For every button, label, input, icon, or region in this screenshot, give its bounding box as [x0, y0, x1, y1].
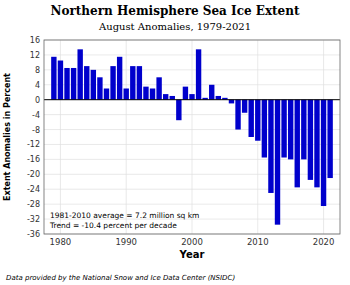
bar	[77, 49, 82, 99]
bar	[262, 100, 267, 158]
plot-frame	[44, 40, 340, 234]
bar	[124, 89, 129, 100]
y-tick-label: -4	[32, 111, 40, 120]
x-tick-label: 2000	[181, 237, 203, 247]
x-tick-label: 2020	[313, 237, 335, 247]
footer: Data provided by the National Snow and I…	[6, 274, 235, 282]
y-tick-label: -32	[27, 215, 40, 224]
y-tick-label: -12	[27, 140, 40, 149]
bar	[196, 49, 201, 99]
bar	[84, 66, 89, 100]
bar	[288, 100, 293, 160]
bar	[189, 94, 194, 100]
x-grid-line	[192, 40, 193, 234]
y-grid-line	[44, 99, 340, 100]
bar	[229, 100, 234, 104]
bar	[235, 100, 240, 130]
bar	[242, 100, 247, 113]
x-tick-label: 2010	[247, 237, 269, 247]
bar	[183, 87, 188, 100]
bar	[295, 100, 300, 188]
y-tick-label: -8	[32, 126, 40, 135]
bar	[51, 57, 56, 100]
bar	[314, 100, 319, 188]
y-tick-label: 16	[30, 36, 40, 45]
bar	[97, 77, 102, 99]
y-tick-label: -24	[27, 185, 40, 194]
y-axis-label: Extent Anomalies in Percent	[3, 73, 12, 201]
bar	[117, 57, 122, 100]
bar	[143, 87, 148, 100]
bar	[327, 100, 332, 178]
x-axis-label: Year	[179, 249, 205, 260]
bar	[176, 100, 181, 121]
y-tick-label: -36	[27, 230, 40, 239]
bar	[104, 89, 109, 100]
bar	[150, 89, 155, 100]
y-tick-label: -20	[27, 170, 40, 179]
y-tick-label: 4	[35, 81, 40, 90]
grid	[44, 40, 340, 234]
bar	[91, 70, 96, 100]
bar	[130, 66, 135, 100]
bar	[216, 96, 221, 100]
bars	[51, 49, 333, 224]
bar	[156, 77, 161, 99]
x-grid-line	[126, 40, 127, 234]
y-tick-label: 0	[35, 96, 40, 105]
bar	[255, 100, 260, 141]
annotation: Trend = -10.4 percent per decade	[49, 221, 177, 230]
bar	[137, 66, 142, 100]
bar	[58, 61, 63, 100]
bar	[301, 100, 306, 160]
bar	[268, 100, 273, 193]
y-tick-label: 8	[35, 66, 40, 75]
x-tick-label: 1980	[50, 237, 72, 247]
bar	[71, 68, 76, 100]
bar	[321, 100, 326, 206]
zero-line	[44, 99, 340, 100]
bar	[110, 66, 115, 100]
bar	[64, 68, 69, 100]
bar	[308, 100, 313, 180]
subtitle: August Anomalies, 1979-2021	[98, 21, 251, 32]
chart: Northern Hemisphere Sea Ice Extent August…	[0, 0, 350, 285]
annotation: 1981-2010 average = 7.2 million sq km	[50, 211, 199, 220]
bar	[170, 96, 175, 100]
title: Northern Hemisphere Sea Ice Extent	[50, 4, 299, 18]
x-tick-label: 1990	[115, 237, 137, 247]
y-tick-label: 12	[30, 51, 40, 60]
bar	[163, 94, 168, 100]
y-tick-label: -16	[27, 155, 40, 164]
bar	[209, 85, 214, 100]
bar	[281, 100, 286, 158]
bar	[249, 100, 254, 137]
bar	[275, 100, 280, 225]
y-tick-label: -28	[27, 200, 40, 209]
